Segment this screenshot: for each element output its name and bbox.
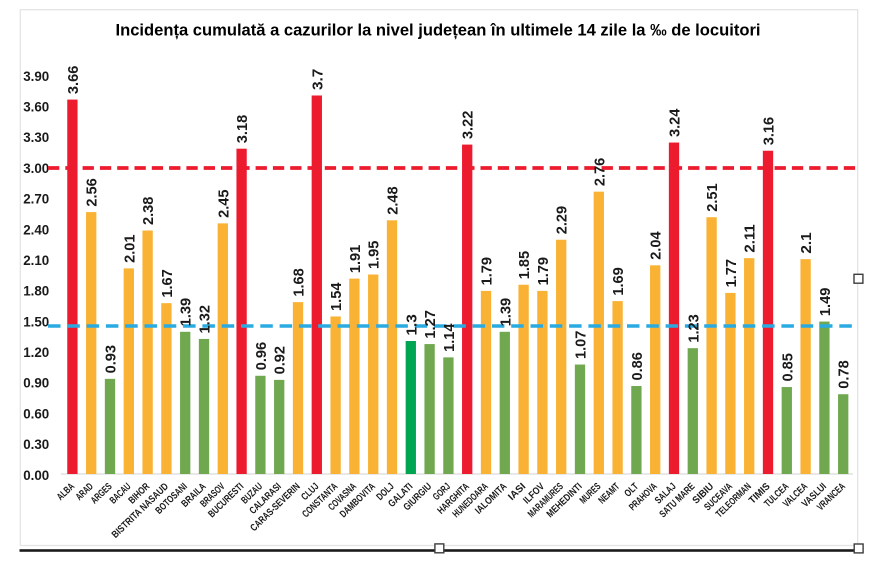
- svg-text:0.78: 0.78: [836, 360, 853, 388]
- svg-text:2.45: 2.45: [215, 189, 232, 217]
- svg-text:1.20: 1.20: [23, 344, 49, 360]
- svg-text:2.40: 2.40: [23, 221, 49, 237]
- svg-text:0.93: 0.93: [103, 345, 120, 373]
- svg-text:0.30: 0.30: [23, 436, 49, 452]
- svg-text:3.90: 3.90: [23, 68, 49, 84]
- svg-text:0.96: 0.96: [253, 342, 270, 370]
- svg-text:1.91: 1.91: [347, 245, 364, 273]
- svg-text:0.85: 0.85: [779, 353, 796, 381]
- svg-text:1.49: 1.49: [817, 288, 834, 316]
- svg-text:3.30: 3.30: [23, 129, 49, 145]
- svg-text:2.29: 2.29: [554, 206, 571, 234]
- svg-text:1.14: 1.14: [441, 323, 458, 352]
- svg-text:2.01: 2.01: [121, 234, 138, 262]
- svg-text:2.51: 2.51: [704, 183, 721, 211]
- svg-text:1.07: 1.07: [573, 331, 590, 359]
- svg-text:2.1: 2.1: [798, 232, 815, 253]
- svg-text:0.92: 0.92: [272, 346, 289, 374]
- svg-text:3.18: 3.18: [234, 115, 251, 143]
- svg-text:1.95: 1.95: [366, 241, 383, 269]
- svg-text:3.60: 3.60: [23, 99, 49, 115]
- svg-text:1.23: 1.23: [685, 314, 702, 342]
- svg-text:2.04: 2.04: [648, 231, 665, 260]
- svg-text:2.10: 2.10: [23, 252, 49, 268]
- svg-text:3.24: 3.24: [667, 108, 684, 137]
- svg-text:1.54: 1.54: [328, 282, 345, 311]
- svg-text:2.11: 2.11: [742, 224, 759, 252]
- svg-text:1.39: 1.39: [497, 298, 514, 326]
- svg-text:3.66: 3.66: [65, 66, 82, 94]
- svg-text:2.70: 2.70: [23, 191, 49, 207]
- svg-text:1.69: 1.69: [610, 267, 627, 295]
- svg-text:1.79: 1.79: [479, 257, 496, 285]
- svg-text:1.68: 1.68: [291, 268, 308, 296]
- svg-text:3.7: 3.7: [309, 69, 326, 90]
- svg-text:2.48: 2.48: [385, 186, 402, 214]
- svg-text:3.22: 3.22: [460, 111, 477, 139]
- svg-text:0.60: 0.60: [23, 405, 49, 421]
- svg-text:1.67: 1.67: [159, 269, 176, 297]
- svg-text:2.38: 2.38: [140, 197, 157, 225]
- svg-text:0.86: 0.86: [629, 352, 646, 380]
- svg-text:2.56: 2.56: [84, 178, 101, 206]
- svg-text:3.00: 3.00: [23, 160, 49, 176]
- svg-text:2.76: 2.76: [591, 158, 608, 186]
- svg-text:Incidența cumulată a cazurilor: Incidența cumulată a cazurilor la nivel …: [116, 21, 761, 40]
- svg-text:1.77: 1.77: [723, 259, 740, 287]
- svg-text:0.90: 0.90: [23, 375, 49, 391]
- svg-text:1.32: 1.32: [197, 305, 214, 333]
- svg-text:1.79: 1.79: [535, 257, 552, 285]
- svg-text:1.27: 1.27: [422, 310, 439, 338]
- svg-text:1.80: 1.80: [23, 283, 49, 299]
- svg-text:0.00: 0.00: [23, 467, 49, 483]
- svg-text:1.39: 1.39: [178, 298, 195, 326]
- svg-text:3.16: 3.16: [761, 117, 778, 145]
- svg-text:1.85: 1.85: [516, 251, 533, 279]
- svg-text:1.3: 1.3: [403, 314, 420, 335]
- svg-text:1.50: 1.50: [23, 313, 49, 329]
